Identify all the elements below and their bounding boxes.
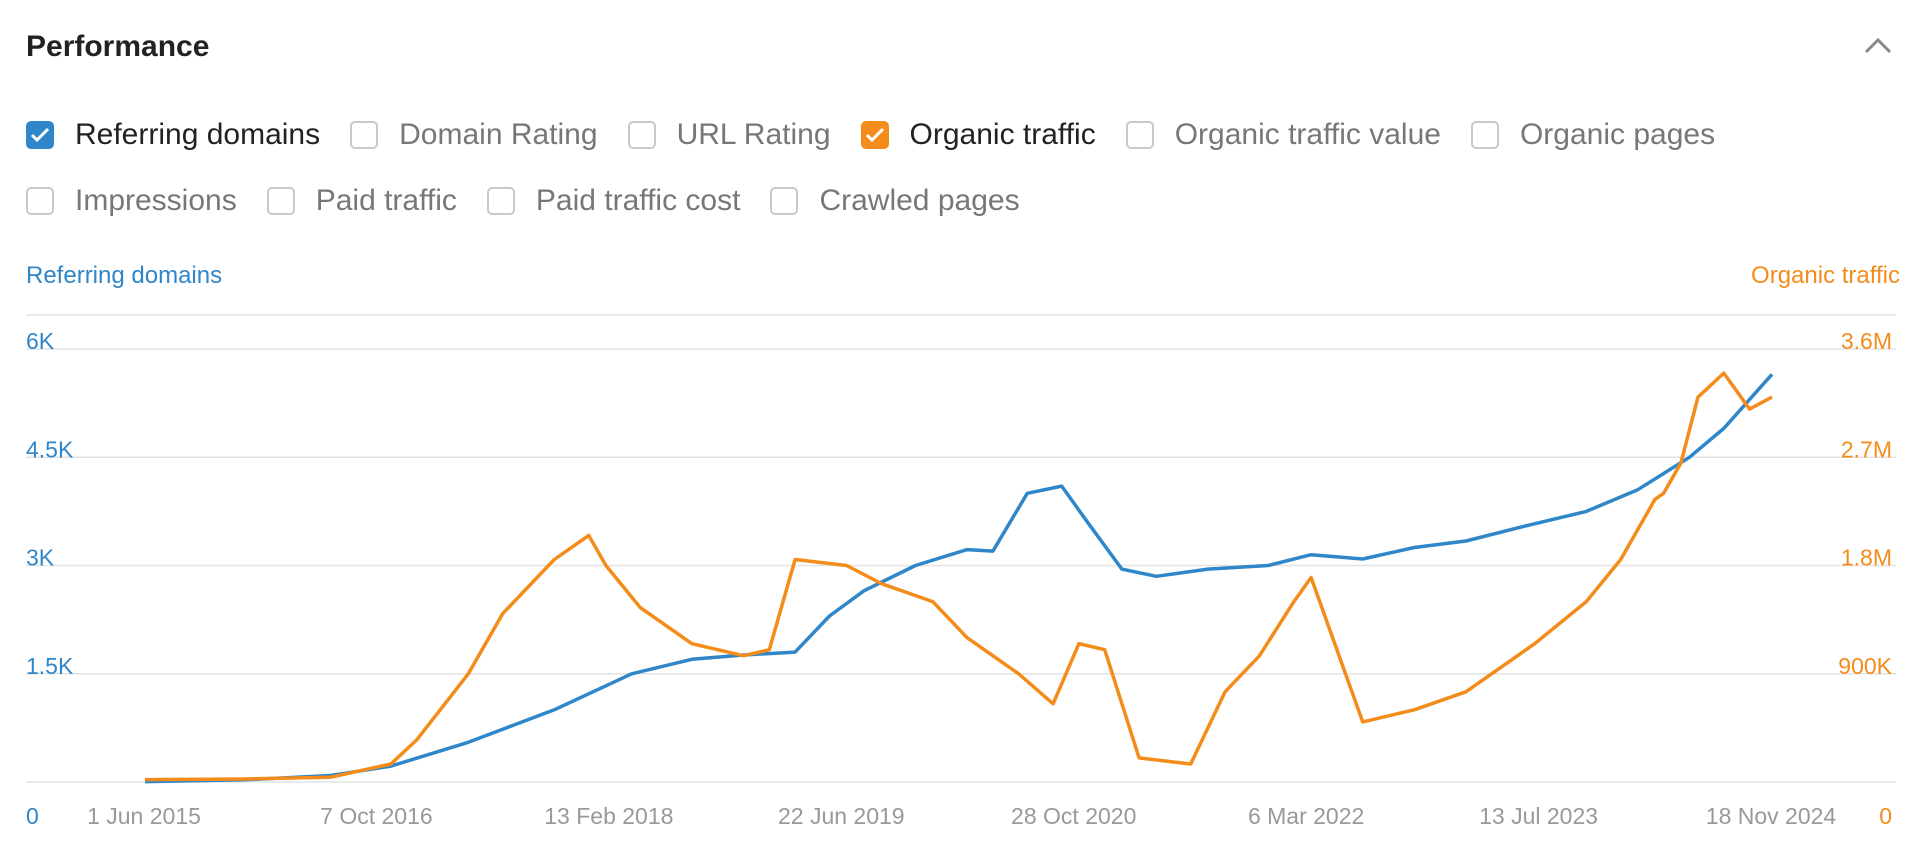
checkbox-box[interactable] (627, 121, 656, 149)
y-right-tick-label: 900K (1838, 653, 1892, 679)
section-title: Performance (26, 30, 210, 63)
checkbox-domain-rating[interactable]: Domain Rating (350, 118, 598, 152)
checkbox-impressions[interactable]: Impressions (26, 184, 237, 218)
performance-header: Performance (26, 30, 1896, 70)
checkbox-paid-traffic[interactable]: Paid traffic (266, 184, 457, 218)
y-left-tick-label: 1.5K (26, 653, 74, 679)
checkbox-url-rating[interactable]: URL Rating (627, 118, 831, 152)
checkbox-box[interactable] (1470, 121, 1499, 149)
checkbox-box[interactable] (26, 187, 54, 215)
checkbox-label: Crawled pages (819, 184, 1020, 217)
y-left-tick-label: 6K (26, 328, 55, 354)
checkbox-crawled-pages[interactable]: Crawled pages (770, 184, 1020, 218)
x-tick-label: 18 Nov 2024 (1706, 803, 1837, 829)
checkbox-label: Organic traffic (909, 118, 1096, 151)
left-axis-title: Referring domains (26, 262, 223, 289)
checkbox-box[interactable] (1125, 121, 1154, 149)
x-tick-label: 1 Jun 2015 (87, 803, 201, 829)
checkbox-paid-traffic-cost[interactable]: Paid traffic cost (486, 184, 741, 218)
series-line-referring-domains (144, 373, 1774, 784)
x-tick-label: 28 Oct 2020 (1011, 803, 1136, 829)
x-tick-label: 22 Jun 2019 (778, 803, 905, 829)
checkbox-label: URL Rating (676, 118, 831, 151)
checkbox-label: Referring domains (75, 118, 321, 151)
y-left-tick-label: 4.5K (26, 436, 74, 462)
checkbox-organic-traffic[interactable]: Organic traffic (860, 118, 1096, 152)
x-tick-label: 13 Jul 2023 (1479, 803, 1598, 829)
y-right-tick-label: 0 (1879, 803, 1892, 829)
x-tick-label: 13 Feb 2018 (544, 803, 673, 829)
checkbox-label: Impressions (75, 184, 237, 217)
x-tick-label: 7 Oct 2016 (320, 803, 433, 829)
checkbox-box[interactable] (770, 187, 799, 215)
checkbox-label: Domain Rating (399, 118, 598, 151)
chevron-up-icon[interactable] (1860, 32, 1896, 62)
checkbox-label: Organic traffic value (1174, 118, 1441, 151)
checkbox-box[interactable] (26, 121, 54, 149)
checkbox-label: Organic pages (1519, 118, 1716, 151)
y-right-tick-label: 3.6M (1841, 328, 1892, 354)
y-right-tick-label: 2.7M (1841, 436, 1892, 462)
checkbox-box[interactable] (350, 121, 379, 149)
right-axis-title: Organic traffic (1751, 262, 1900, 289)
checkbox-box[interactable] (266, 187, 295, 215)
checkbox-referring-domains[interactable]: Referring domains (26, 118, 320, 152)
checkbox-label: Paid traffic cost (535, 184, 741, 217)
checkbox-row-1: Referring domains Domain Rating URL Rati… (26, 118, 1745, 152)
y-right-tick-label: 1.8M (1841, 545, 1892, 571)
series-line-organic-traffic (144, 371, 1773, 782)
checkbox-organic-traffic-value[interactable]: Organic traffic value (1125, 118, 1441, 152)
checkbox-label: Paid traffic (315, 184, 457, 217)
checkbox-organic-pages[interactable]: Organic pages (1470, 118, 1716, 152)
y-left-tick-label: 3K (26, 545, 55, 571)
x-tick-label: 6 Mar 2022 (1248, 803, 1364, 829)
y-left-tick-label: 0 (26, 803, 39, 829)
checkbox-row-2: Impressions Paid traffic Paid traffic co… (26, 184, 1050, 218)
checkbox-box[interactable] (486, 187, 515, 215)
checkbox-box[interactable] (860, 121, 889, 149)
